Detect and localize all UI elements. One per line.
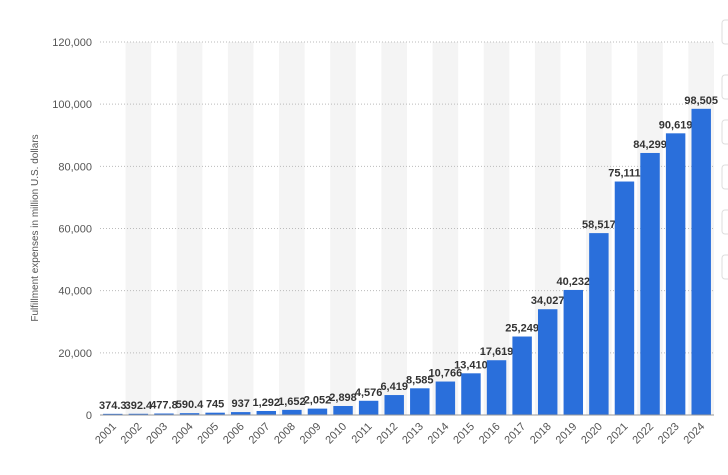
- value-label: 13,410: [454, 359, 488, 371]
- bar: [256, 410, 277, 415]
- bar: [230, 412, 251, 415]
- x-tick-label: 2002: [119, 421, 145, 447]
- value-label: 90,619: [659, 119, 693, 131]
- value-label: 98,505: [684, 95, 718, 107]
- x-tick-label: 2012: [375, 421, 401, 447]
- x-tick-label: 2017: [502, 421, 528, 447]
- value-label: 745: [206, 399, 224, 411]
- value-label: 75,111: [608, 168, 640, 180]
- x-tick-label: 2008: [272, 421, 298, 447]
- x-tick-label: 2007: [247, 421, 273, 447]
- bar: [128, 413, 149, 415]
- bar: [665, 133, 686, 416]
- bar: [589, 233, 609, 415]
- x-tick-label: 2018: [528, 421, 554, 447]
- value-label: 1,652: [278, 396, 306, 408]
- x-tick-label: 2004: [170, 421, 196, 447]
- x-tick-label: 2011: [350, 421, 375, 446]
- value-label: 4,576: [355, 387, 383, 399]
- bar: [614, 181, 635, 415]
- y-tick-label: 40,000: [58, 286, 92, 298]
- bar: [640, 152, 660, 415]
- x-tick-label: 2003: [144, 421, 170, 447]
- value-label: 374.3: [99, 400, 127, 412]
- bar: [179, 413, 200, 415]
- bar: [461, 373, 481, 415]
- x-tick-label: 2021: [605, 421, 631, 447]
- tool-button[interactable]: [721, 19, 728, 45]
- bar: [435, 381, 456, 415]
- value-label: 590.4: [176, 399, 204, 411]
- y-tick-label: 0: [86, 410, 92, 422]
- tool-button[interactable]: [721, 164, 728, 190]
- band-shade: [227, 42, 254, 415]
- x-tick-label: 2020: [579, 421, 605, 447]
- x-tick-label: 2024: [682, 421, 708, 447]
- value-label: 8,585: [406, 374, 434, 386]
- tool-button[interactable]: [721, 74, 728, 100]
- bar: [333, 405, 353, 415]
- x-tick-label: 2022: [630, 421, 656, 447]
- bar: [307, 408, 328, 415]
- value-label: 6,419: [380, 381, 408, 393]
- x-tick-label: 2009: [298, 421, 324, 447]
- tool-button[interactable]: [721, 209, 728, 235]
- y-tick-label: 120,000: [52, 37, 92, 49]
- value-label: 34,027: [531, 295, 565, 307]
- value-label: 40,232: [556, 276, 590, 288]
- value-label: 17,619: [480, 346, 514, 358]
- value-label: 25,249: [505, 323, 539, 335]
- x-tick-label: 2010: [323, 421, 349, 447]
- bar: [103, 413, 123, 415]
- x-tick-label: 2016: [477, 421, 503, 447]
- x-tick-label: 2006: [221, 421, 247, 447]
- band-shade: [279, 42, 305, 415]
- toolbar[interactable]: [721, 19, 728, 280]
- y-tick-label: 100,000: [52, 99, 92, 111]
- value-label: 1,292: [253, 397, 281, 409]
- y-axis-label: Fulfillment expenses in million U.S. dol…: [30, 134, 41, 321]
- x-tick-label: 2019: [554, 421, 580, 447]
- x-tick-label: 2001: [93, 421, 119, 447]
- tool-button[interactable]: [721, 254, 728, 280]
- x-tick-label: 2014: [426, 421, 452, 447]
- bar: [512, 336, 532, 415]
- bar: [691, 108, 711, 415]
- bar: [486, 360, 507, 415]
- bar: [154, 413, 174, 415]
- tool-button[interactable]: [721, 119, 728, 145]
- value-label: 2,898: [329, 392, 357, 404]
- y-tick-label: 20,000: [58, 348, 92, 360]
- y-tick-label: 80,000: [58, 161, 92, 173]
- value-label: 937: [232, 398, 250, 410]
- value-label: 392.4: [125, 400, 153, 412]
- value-label: 10,766: [429, 368, 463, 380]
- band-shade: [125, 42, 152, 415]
- x-tick-label: 2015: [451, 421, 477, 447]
- x-tick-label: 2013: [400, 421, 426, 447]
- x-tick-label: 2005: [195, 421, 221, 447]
- y-tick-label: 60,000: [58, 224, 92, 236]
- value-label: 84,299: [633, 139, 667, 151]
- value-label: 477.8: [150, 400, 178, 412]
- band-shade: [176, 42, 203, 415]
- value-label: 58,517: [582, 219, 616, 231]
- bar: [282, 409, 302, 415]
- x-tick-label: 2023: [656, 421, 682, 447]
- bar: [410, 388, 430, 415]
- bar: [205, 412, 225, 415]
- value-label: 2,052: [304, 395, 332, 407]
- bar: [563, 289, 584, 415]
- bar: [358, 400, 379, 415]
- bar: [384, 395, 404, 415]
- bar: [537, 309, 558, 415]
